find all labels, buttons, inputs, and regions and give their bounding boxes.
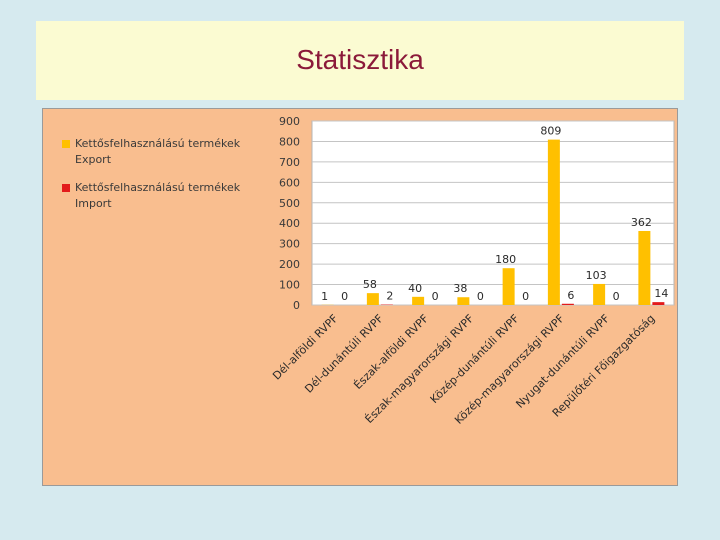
y-tick-label-5: 500 xyxy=(279,197,300,210)
y-tick-label-3: 300 xyxy=(279,238,300,251)
y-tick-label-6: 600 xyxy=(279,176,300,189)
title-box xyxy=(36,21,684,100)
y-tick-label-7: 700 xyxy=(279,156,300,169)
bar-export-1 xyxy=(366,293,379,305)
y-tick-label-4: 400 xyxy=(279,217,300,230)
legend-item-import: Kettősfelhasználású termékek Import xyxy=(62,180,262,212)
bar-import-7 xyxy=(652,302,665,305)
data-label-export-4: 180 xyxy=(495,253,516,266)
chart-legend: Kettősfelhasználású termékek Export Kett… xyxy=(62,136,262,224)
data-label-export-0: 1 xyxy=(321,290,328,303)
x-tick-label-6: Nyugat-dunántúli RVPF xyxy=(513,312,612,411)
plot-area xyxy=(311,120,675,306)
x-tick-label-4: Közép-dunántúli RVPF xyxy=(428,312,522,406)
data-label-export-3: 38 xyxy=(453,282,467,295)
x-tick-label-1: Dél-dunántúli RVPF xyxy=(302,312,386,396)
legend-swatch-export xyxy=(62,140,70,148)
y-tick-label-1: 100 xyxy=(279,279,300,292)
data-label-export-1: 58 xyxy=(363,278,377,291)
bar-import-5 xyxy=(561,303,574,305)
legend-label-export: Kettősfelhasználású termékek Export xyxy=(75,137,241,166)
data-label-export-7: 362 xyxy=(631,216,652,229)
bar-export-7 xyxy=(638,230,651,305)
legend-item-export: Kettősfelhasználású termékek Export xyxy=(62,136,262,168)
legend-label-import: Kettősfelhasználású termékek Import xyxy=(75,181,241,210)
data-label-import-4: 0 xyxy=(522,290,529,303)
data-label-import-0: 0 xyxy=(341,290,348,303)
data-label-export-2: 40 xyxy=(408,282,422,295)
y-tick-label-9: 900 xyxy=(279,115,300,128)
data-label-export-6: 103 xyxy=(586,269,607,282)
bar-export-3 xyxy=(457,297,470,305)
data-label-import-1: 2 xyxy=(386,290,393,303)
bar-export-6 xyxy=(593,283,606,305)
data-label-import-2: 0 xyxy=(432,290,439,303)
bar-export-4 xyxy=(502,268,515,305)
data-label-import-3: 0 xyxy=(477,290,484,303)
data-label-import-7: 14 xyxy=(654,287,668,300)
data-label-import-6: 0 xyxy=(613,290,620,303)
bar-export-5 xyxy=(547,139,560,305)
slide-title: Statisztika xyxy=(296,44,424,75)
legend-swatch-import xyxy=(62,184,70,192)
x-tick-label-2: Észak-alföldi RVPF xyxy=(351,312,431,392)
data-label-export-5: 809 xyxy=(540,125,561,138)
y-tick-label-8: 800 xyxy=(279,135,300,148)
y-tick-label-0: 0 xyxy=(293,299,300,312)
data-label-import-5: 6 xyxy=(567,289,574,302)
y-tick-label-2: 200 xyxy=(279,258,300,271)
bar-export-2 xyxy=(412,296,425,305)
